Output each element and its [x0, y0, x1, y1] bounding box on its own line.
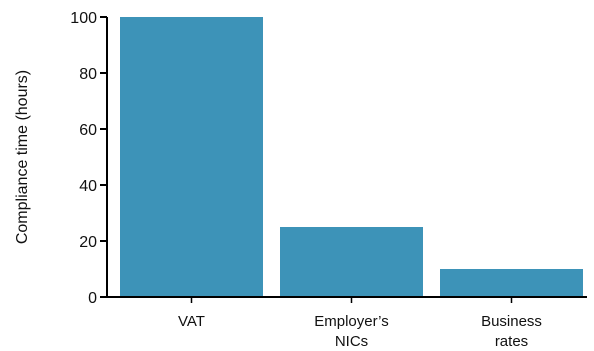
- y-tick-label: 40: [79, 178, 97, 195]
- bar-employer-s: [280, 227, 423, 297]
- y-axis-ticks: 0 20 40 60 80 100: [70, 10, 107, 307]
- x-axis-labels: VAT Employer’s NICs Business rates: [178, 297, 542, 350]
- y-axis-title: Compliance time (hours): [14, 70, 31, 244]
- x-tick-label: Employer’s NICs: [314, 313, 388, 350]
- bar-vat: [120, 17, 263, 297]
- bars-group: [120, 17, 583, 297]
- bar-business: [440, 269, 583, 297]
- y-tick-label: 80: [79, 66, 97, 83]
- y-tick-label: 60: [79, 122, 97, 139]
- y-tick-label: 0: [88, 290, 97, 307]
- x-tick-label: VAT: [178, 313, 205, 330]
- y-tick-label: 100: [70, 10, 97, 27]
- x-tick-label: Business rates: [481, 313, 542, 350]
- y-tick-label: 20: [79, 234, 97, 251]
